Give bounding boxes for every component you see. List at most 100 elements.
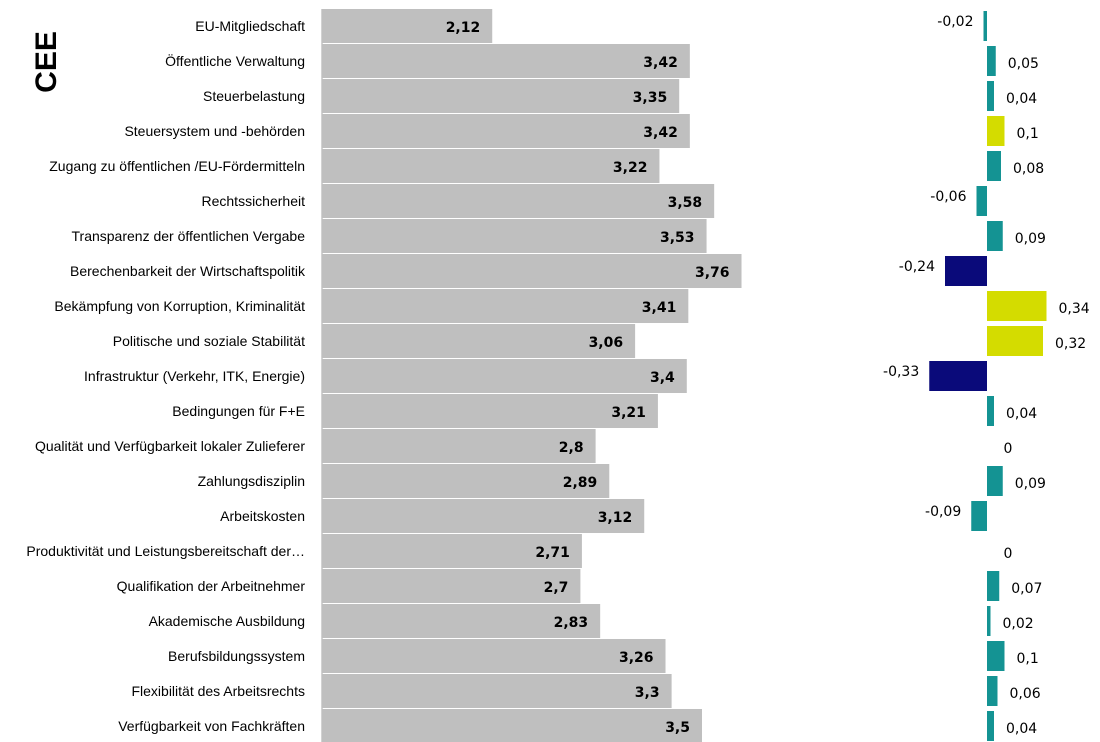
main-bar	[322, 114, 690, 148]
change-bar	[987, 291, 1047, 321]
change-bars	[929, 11, 1047, 741]
main-bars	[322, 9, 742, 742]
change-value-label: 0	[1004, 441, 1013, 457]
main-bar	[322, 219, 707, 253]
change-value-label: -0,33	[883, 364, 919, 380]
change-value-label: -0,09	[925, 504, 961, 520]
change-value-label: 0,1	[1017, 651, 1039, 667]
change-value-label: 0,1	[1017, 126, 1039, 142]
main-bar	[322, 324, 636, 358]
main-value-label: 2,83	[554, 615, 589, 631]
category-label: Berufsbildungssystem	[168, 648, 305, 664]
change-value-label: 0,09	[1015, 476, 1046, 492]
category-labels: EU-Mitgliedschaft Öffentliche Verwaltung S…	[26, 18, 306, 734]
main-value-label: 3,53	[660, 230, 695, 246]
main-value-label: 3,06	[589, 335, 624, 351]
main-bar	[322, 9, 493, 43]
change-value-label: 0	[1004, 546, 1013, 562]
change-value-label: 0,34	[1059, 301, 1090, 317]
change-bar	[987, 711, 994, 741]
change-bar	[987, 641, 1005, 671]
category-label: Rechtssicherheit	[202, 193, 306, 209]
category-label: Qualität und Verfügbarkeit lokaler Zulie…	[35, 438, 305, 454]
main-bar	[322, 184, 715, 218]
change-bar	[971, 501, 987, 531]
main-bar	[322, 44, 690, 78]
main-value-label: 3,42	[643, 125, 678, 141]
category-label: Infrastruktur (Verkehr, ITK, Energie)	[84, 368, 305, 384]
main-value-label: 3,22	[613, 160, 648, 176]
change-value-label: 0,04	[1006, 721, 1037, 737]
change-value-label: -0,24	[899, 259, 935, 275]
change-bar	[929, 361, 987, 391]
main-bar	[322, 709, 702, 742]
main-value-labels: 2,12 3,42 3,35 3,42 3,22 3,58 3,53 3,76 3,41 3,06…	[446, 20, 730, 736]
change-value-label: 0,04	[1006, 406, 1037, 422]
change-bar	[987, 396, 994, 426]
category-label: Steuersystem und -behörden	[124, 123, 305, 139]
main-value-label: 2,8	[559, 440, 584, 456]
main-value-label: 3,76	[695, 265, 730, 281]
main-value-label: 3,58	[668, 195, 703, 211]
change-value-label: 0,07	[1011, 581, 1042, 597]
change-value-label: 0,04	[1006, 91, 1037, 107]
category-label: Bedingungen für F+E	[172, 403, 305, 419]
main-bar	[322, 359, 687, 393]
main-bar	[322, 289, 689, 323]
change-value-label: 0,06	[1010, 686, 1041, 702]
change-value-labels: -0,02 0,05 0,04 0,1 0,08 -0,06 0,09 -0,24 0,34 0,…	[883, 14, 1090, 737]
main-bar	[322, 674, 672, 708]
change-value-label: 0,09	[1015, 231, 1046, 247]
category-label: EU-Mitgliedschaft	[195, 18, 305, 34]
category-label: Politische und soziale Stabilität	[113, 333, 305, 349]
main-value-label: 3,41	[642, 300, 677, 316]
change-bar	[987, 81, 994, 111]
category-label: Akademische Ausbildung	[149, 613, 305, 629]
main-bar	[322, 464, 610, 498]
change-value-label: 0,02	[1003, 616, 1034, 632]
category-label: Verfügbarkeit von Fachkräften	[118, 718, 305, 734]
category-label: Qualifikation der Arbeitnehmer	[117, 578, 306, 594]
main-bar	[322, 79, 680, 113]
change-bar	[987, 46, 996, 76]
category-label: Zugang zu öffentlichen /EU-Fördermitteln	[49, 158, 305, 174]
main-value-label: 3,5	[665, 720, 690, 736]
category-label: Steuerbelastung	[203, 88, 305, 104]
category-label: Arbeitskosten	[220, 508, 305, 524]
side-title: CEE	[30, 31, 63, 93]
main-value-label: 3,3	[635, 685, 660, 701]
main-value-label: 3,35	[633, 90, 668, 106]
main-bar	[322, 394, 658, 428]
category-label: Öffentliche Verwaltung	[165, 52, 305, 69]
main-value-label: 3,26	[619, 650, 654, 666]
main-bar	[322, 254, 742, 288]
main-value-label: 2,12	[446, 20, 481, 36]
main-value-label: 2,71	[535, 545, 570, 561]
main-value-label: 2,89	[563, 475, 598, 491]
category-label: Flexibilität des Arbeitsrechts	[131, 683, 305, 699]
category-label: Bekämpfung von Korruption, Kriminalität	[54, 298, 305, 314]
category-label: Transparenz der öffentlichen Vergabe	[72, 228, 306, 244]
main-value-label: 3,42	[643, 55, 678, 71]
main-bar	[322, 429, 596, 463]
change-value-label: 0,05	[1008, 56, 1039, 72]
change-bar	[987, 466, 1003, 496]
change-bar	[945, 256, 987, 286]
change-value-label: -0,06	[930, 189, 966, 205]
category-label: Produktivität und Leistungsbereitschaft …	[26, 543, 305, 559]
change-bar	[987, 116, 1005, 146]
main-bar	[322, 604, 601, 638]
change-bar	[987, 606, 991, 636]
category-label: Berechenbarkeit der Wirtschaftspolitik	[70, 263, 306, 279]
main-bar	[322, 639, 666, 673]
change-bar	[987, 676, 998, 706]
main-bar	[322, 569, 581, 603]
main-bar	[322, 534, 582, 568]
main-bar	[322, 499, 645, 533]
main-value-label: 2,7	[544, 580, 569, 596]
change-value-label: 0,08	[1013, 161, 1044, 177]
main-value-label: 3,12	[598, 510, 633, 526]
main-value-label: 3,21	[611, 405, 646, 421]
